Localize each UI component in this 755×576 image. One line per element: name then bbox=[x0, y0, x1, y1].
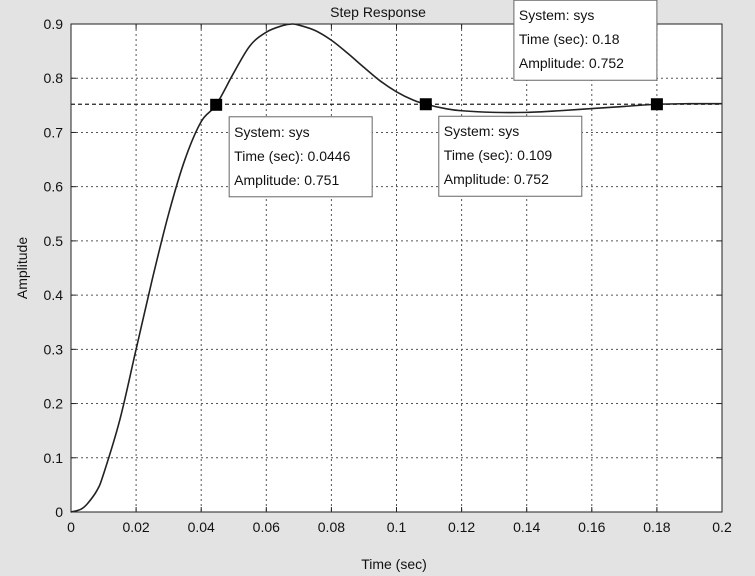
datatip-line: Amplitude: 0.751 bbox=[234, 172, 339, 188]
datatip-line: Time (sec): 0.109 bbox=[444, 147, 553, 163]
x-tick-label: 0.04 bbox=[188, 519, 215, 535]
x-axis-label: Time (sec) bbox=[361, 556, 427, 572]
x-tick-label: 0.08 bbox=[318, 519, 345, 535]
y-tick-label: 0.4 bbox=[44, 287, 64, 303]
x-tick-label: 0 bbox=[67, 519, 75, 535]
y-tick-label: 0.2 bbox=[44, 396, 64, 412]
plot-area bbox=[70, 23, 723, 513]
datatip-line: Time (sec): 0.18 bbox=[519, 31, 620, 47]
y-tick-label: 0.6 bbox=[44, 179, 64, 195]
chart-title: Step Response bbox=[330, 4, 426, 20]
datatip-line: Time (sec): 0.0446 bbox=[234, 148, 350, 164]
y-tick-label: 0.1 bbox=[44, 450, 64, 466]
x-tick-label: 0.16 bbox=[578, 519, 605, 535]
datatip-marker[interactable] bbox=[210, 98, 223, 111]
axes: 0 0.02 0.04 0.06 0.08 0.1 0.12 0.14 0.16 0.18 0.2 0… bbox=[44, 16, 732, 535]
x-tick-label: 0.12 bbox=[448, 519, 475, 535]
datatip-line: System: sys bbox=[519, 7, 594, 23]
x-tick-label: 0.02 bbox=[122, 519, 149, 535]
datatip-box bbox=[228, 116, 373, 198]
x-tick-label: 0.2 bbox=[712, 519, 732, 535]
datatip-line: Amplitude: 0.752 bbox=[444, 171, 549, 187]
datatip-marker[interactable] bbox=[650, 98, 663, 111]
x-tick-label: 0.06 bbox=[253, 519, 280, 535]
y-tick-label: 0.8 bbox=[44, 70, 64, 86]
x-tick-label: 0.14 bbox=[513, 519, 540, 535]
y-tick-label: 0.3 bbox=[44, 341, 64, 357]
x-tick-label: 0.1 bbox=[387, 519, 407, 535]
response-curve bbox=[70, 23, 723, 513]
datatip-line: Amplitude: 0.752 bbox=[519, 55, 624, 71]
y-tick-label: 0.9 bbox=[44, 16, 64, 32]
y-tick-label: 0 bbox=[55, 504, 63, 520]
datatip-box bbox=[438, 115, 583, 197]
datatip-line: System: sys bbox=[444, 123, 519, 139]
y-tick-label: 0.7 bbox=[44, 124, 64, 140]
x-tick-label: 0.18 bbox=[643, 519, 670, 535]
y-axis-label: Amplitude bbox=[14, 237, 30, 299]
datatip-line: System: sys bbox=[234, 124, 309, 140]
datatip-box bbox=[513, 0, 658, 81]
response-curve-layer bbox=[70, 23, 723, 513]
datatip-marker[interactable] bbox=[419, 98, 432, 111]
y-tick-label: 0.5 bbox=[44, 233, 64, 249]
datatip-layer: System: sys Time (sec): 0.0446 Amplitude: … bbox=[210, 0, 663, 198]
